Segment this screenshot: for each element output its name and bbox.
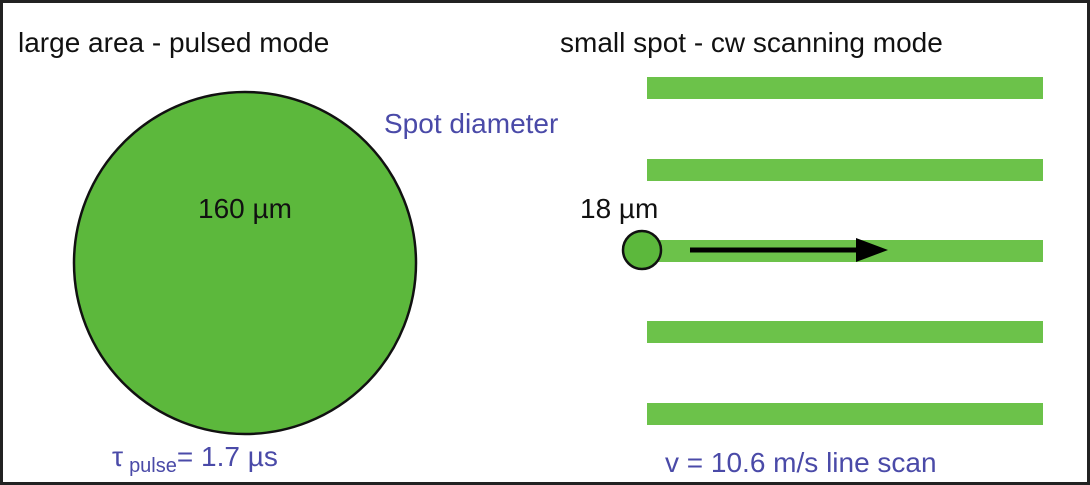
pulse-subscript: pulse [129,455,177,477]
small-spot [621,229,663,271]
large-diameter: 160 µm [198,193,292,224]
scan-label: v = 10.6 m/s line scan [665,447,937,478]
pulse-value: = 1.7 µs [177,441,278,472]
scan-line [647,403,1043,425]
right-title: small spot - cw scanning mode [560,27,943,58]
scan-arrow-head [856,238,888,262]
small-diameter: 18 µm [580,193,658,224]
scan-line [647,77,1043,99]
pulse-label: τ pulse= 1.7 µs [112,441,278,477]
scan-line [647,321,1043,343]
spot-label: Spot diameter [384,108,558,139]
scan-line [647,159,1043,181]
left-title: large area - pulsed mode [18,27,329,58]
large-spot [72,90,418,436]
tau: τ [112,441,123,472]
